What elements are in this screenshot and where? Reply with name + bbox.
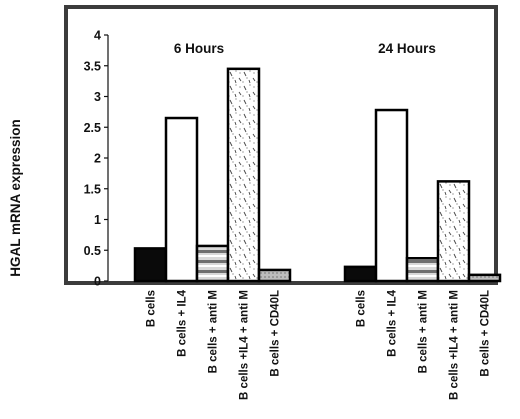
- y-tick-label: 4: [94, 29, 101, 43]
- bar-6h-2: [164, 116, 199, 283]
- bar-6h-5: [257, 268, 292, 283]
- bars-layer: [133, 67, 502, 283]
- category-label: B cells: [356, 290, 368, 327]
- category-label: B cells + CD40L: [270, 290, 282, 377]
- y-tick-label: 3.5: [84, 59, 101, 73]
- category-label: B cells + IL4: [177, 289, 189, 356]
- y-axis-title: HGAL mRNA expression: [8, 119, 23, 277]
- category-label: B cells + CD40L: [480, 290, 492, 377]
- bar-24h-2: [374, 108, 409, 283]
- group-title-24h: 24 Hours: [378, 41, 436, 56]
- category-labels: B cells B cells + IL4 B cells + anti M B ce…: [146, 289, 492, 400]
- y-tick-label: 1.5: [84, 182, 101, 196]
- plot-frame: [64, 5, 498, 285]
- bar-6h-3: [195, 244, 230, 283]
- y-tick-label: 1: [94, 213, 101, 227]
- bar-24h-4: [436, 180, 471, 283]
- bar-6h-1: [133, 247, 168, 283]
- group-title-6h: 6 Hours: [174, 41, 224, 56]
- category-label: B cells +IL4 + anti M: [239, 290, 251, 400]
- y-axis-ticks: 0 0.5 1 1.5 2 2.5 3 3.5 4: [84, 29, 108, 289]
- bar-6h-4: [226, 67, 261, 283]
- y-tick-label: 2: [94, 152, 101, 166]
- category-label: B cells +IL4 + anti M: [449, 290, 461, 400]
- bar-24h-1: [343, 265, 378, 283]
- y-tick-label: 0: [94, 275, 101, 289]
- bar-24h-5: [467, 273, 502, 283]
- category-label: B cells + IL4: [387, 289, 399, 356]
- y-tick-label: 2.5: [84, 121, 101, 135]
- y-tick-label: 0.5: [84, 244, 101, 258]
- bar-24h-3: [405, 256, 440, 283]
- category-label: B cells + anti M: [418, 290, 430, 373]
- y-tick-label: 3: [94, 90, 101, 104]
- category-label: B cells: [146, 290, 158, 327]
- category-label: B cells + anti M: [208, 290, 220, 373]
